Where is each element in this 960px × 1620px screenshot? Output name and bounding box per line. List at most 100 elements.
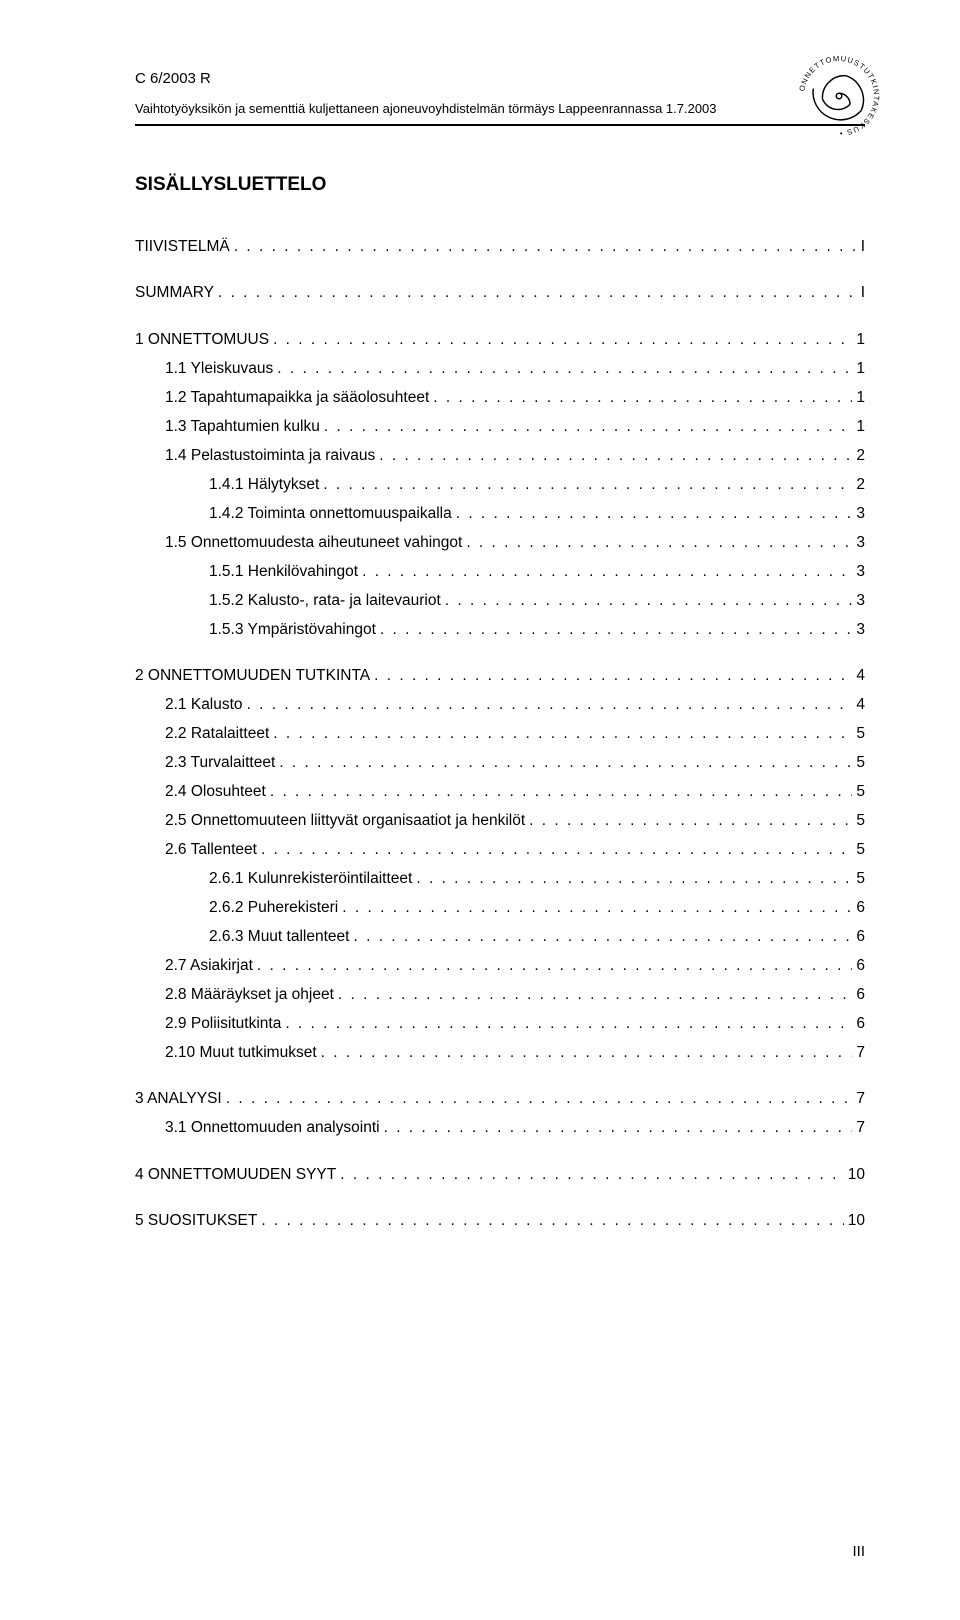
toc-entry-label: 5 SUOSITUKSET [135,1210,257,1232]
toc-leader-dots [270,781,853,803]
toc-entry: 2.7 Asiakirjat6 [135,955,865,977]
toc-entry-label: 2.3 Turvalaitteet [165,752,275,774]
toc-leader-dots [374,665,852,687]
toc-entry-page: 2 [856,474,865,496]
toc-entry-label: SUMMARY [135,282,214,304]
toc-entry-page: 3 [856,619,865,641]
toc-entry: 5 SUOSITUKSET10 [135,1210,865,1232]
toc-entry: 1 ONNETTOMUUS 1 [135,329,865,351]
toc-entry-label: 1.5.2 Kalusto-, rata- ja laitevauriot [209,590,441,612]
toc-entry: 1.5 Onnettomuudesta aiheutuneet vahingot… [135,532,865,554]
toc-entry-page: 3 [856,590,865,612]
toc-leader-dots [384,1117,853,1139]
toc-entry-label: 2.6 Tallenteet [165,839,257,861]
toc-entry-label: 2.5 Onnettomuuteen liittyvät organisaati… [165,810,525,832]
toc-entry: 2.10 Muut tutkimukset7 [135,1042,865,1064]
toc-leader-dots [234,236,857,258]
agency-logo: ONNETTOMUUSTUTKINTAKESKUS • [793,50,885,142]
toc-entry-page: 6 [856,897,865,919]
toc-leader-dots [261,1210,843,1232]
header-text-block: C 6/2003 R Vaihtotyöyksikön ja sementtiä… [135,70,717,124]
toc-entry-page: 6 [856,1013,865,1035]
toc-entry-label: 1.2 Tapahtumapaikka ja sääolosuhteet [165,387,429,409]
toc-entry-label: 1.5.1 Henkilövahingot [209,561,358,583]
doc-subtitle: Vaihtotyöyksikön ja sementtiä kuljettane… [135,101,717,116]
toc-entry: 2.9 Poliisitutkinta 6 [135,1013,865,1035]
toc-leader-dots [379,445,852,467]
toc-entry-page: 4 [856,665,865,687]
toc-entry-page: 6 [856,926,865,948]
toc-entry-page: 6 [856,984,865,1006]
toc-entry: 2.4 Olosuhteet5 [135,781,865,803]
toc-entry-page: I [861,236,865,258]
toc-leader-dots [342,897,852,919]
toc-entry: 2.1 Kalusto 4 [135,694,865,716]
toc-entry-page: 3 [856,503,865,525]
toc-entry-label: 1.4.1 Hälytykset [209,474,319,496]
toc-entry: 2.6.1 Kulunrekisteröintilaitteet5 [135,868,865,890]
toc-entry: SUMMARY I [135,282,865,304]
toc-entry-label: 3 ANALYYSI [135,1088,222,1110]
toc-leader-dots [323,474,852,496]
toc-entry-page: I [861,282,865,304]
toc-leader-dots [257,955,852,977]
toc-entry: 1.4.1 Hälytykset 2 [135,474,865,496]
toc-entry-label: 2.7 Asiakirjat [165,955,253,977]
toc-leader-dots [445,590,853,612]
toc-entry: 1.5.2 Kalusto-, rata- ja laitevauriot 3 [135,590,865,612]
toc-title: SISÄLLYSLUETTELO [135,174,865,196]
toc-leader-dots [273,723,852,745]
toc-entry-page: 7 [856,1042,865,1064]
toc-leader-dots [321,1042,853,1064]
toc-entry: 1.5.1 Henkilövahingot 3 [135,561,865,583]
toc-entry-label: 2.1 Kalusto [165,694,243,716]
toc-entry-label: 1 ONNETTOMUUS [135,329,269,351]
toc-entry: 2 ONNETTOMUUDEN TUTKINTA 4 [135,665,865,687]
table-of-contents: TIIVISTELMÄ I SUMMARY I 1 ONNETTOMUUS 1 1.1 Yl… [135,236,865,1233]
toc-entry: 1.4 Pelastustoiminta ja raivaus2 [135,445,865,467]
toc-entry-page: 1 [856,416,865,438]
toc-leader-dots [466,532,852,554]
toc-leader-dots [261,839,852,861]
spiral-seal-icon: ONNETTOMUUSTUTKINTAKESKUS • [793,50,885,142]
toc-leader-dots [340,1164,844,1186]
toc-entry: 4 ONNETTOMUUDEN SYYT 10 [135,1164,865,1186]
toc-leader-dots [380,619,853,641]
toc-entry-page: 3 [856,561,865,583]
toc-entry-label: 4 ONNETTOMUUDEN SYYT [135,1164,336,1186]
toc-entry-page: 3 [856,532,865,554]
toc-entry-page: 7 [856,1088,865,1110]
toc-entry-page: 5 [856,781,865,803]
toc-entry-label: 2.6.2 Puherekisteri [209,897,338,919]
toc-leader-dots [226,1088,853,1110]
toc-entry-label: 1.1 Yleiskuvaus [165,358,273,380]
toc-entry: 2.6 Tallenteet5 [135,839,865,861]
toc-entry: 1.2 Tapahtumapaikka ja sääolosuhteet1 [135,387,865,409]
toc-entry: TIIVISTELMÄ I [135,236,865,258]
toc-entry: 2.6.3 Muut tallenteet 6 [135,926,865,948]
toc-entry-label: TIIVISTELMÄ [135,236,230,258]
svg-text:ONNETTOMUUSTUTKINTAKESKUS •: ONNETTOMUUSTUTKINTAKESKUS • [797,54,881,138]
toc-entry-label: 2 ONNETTOMUUDEN TUTKINTA [135,665,370,687]
toc-entry: 1.5.3 Ympäristövahingot3 [135,619,865,641]
toc-leader-dots [433,387,852,409]
toc-entry-page: 1 [856,358,865,380]
toc-leader-dots [529,810,852,832]
toc-leader-dots [362,561,852,583]
header-rule [135,124,865,126]
page-number: III [852,1543,865,1560]
toc-entry-page: 5 [856,810,865,832]
toc-entry: 3 ANALYYSI 7 [135,1088,865,1110]
toc-entry-label: 2.2 Ratalaitteet [165,723,269,745]
toc-entry-label: 1.5 Onnettomuudesta aiheutuneet vahingot [165,532,462,554]
toc-entry-page: 4 [856,694,865,716]
toc-entry-page: 10 [848,1164,865,1186]
toc-entry-page: 1 [856,329,865,351]
toc-leader-dots [285,1013,852,1035]
toc-entry-label: 2.9 Poliisitutkinta [165,1013,281,1035]
toc-entry-page: 5 [856,723,865,745]
toc-entry-label: 2.6.3 Muut tallenteet [209,926,349,948]
toc-entry: 1.4.2 Toiminta onnettomuuspaikalla3 [135,503,865,525]
toc-leader-dots [277,358,852,380]
toc-leader-dots [324,416,853,438]
